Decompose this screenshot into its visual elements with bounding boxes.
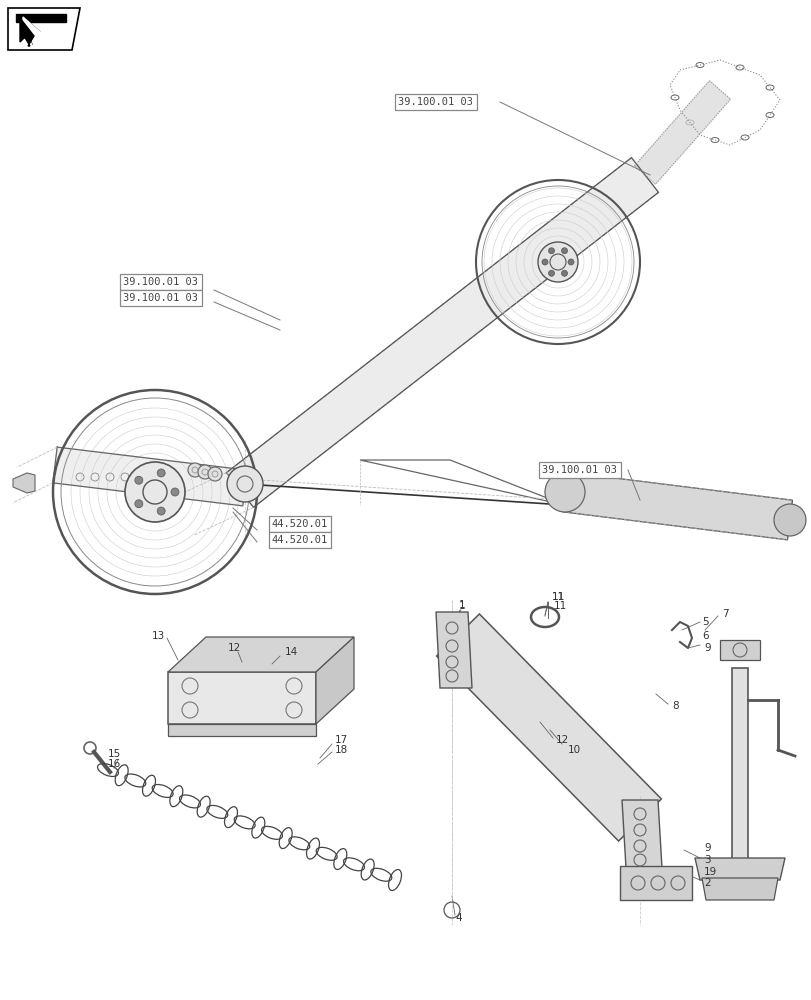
Polygon shape [16, 14, 66, 22]
Text: 10: 10 [568, 745, 581, 755]
Text: 44.520.01: 44.520.01 [272, 519, 328, 529]
Circle shape [538, 242, 577, 282]
Polygon shape [13, 473, 35, 493]
Text: 8: 8 [672, 701, 678, 711]
Text: 14: 14 [285, 647, 298, 657]
Text: 2: 2 [703, 878, 710, 888]
Text: 9: 9 [703, 643, 710, 653]
FancyBboxPatch shape [168, 672, 315, 724]
Text: 19: 19 [703, 867, 716, 877]
Polygon shape [436, 612, 471, 688]
Text: 13: 13 [152, 631, 165, 641]
Text: 44.520.01: 44.520.01 [272, 535, 328, 545]
Text: 7: 7 [721, 609, 727, 619]
Polygon shape [168, 637, 354, 672]
Circle shape [561, 270, 567, 276]
Text: 11: 11 [553, 601, 567, 611]
Polygon shape [694, 858, 784, 880]
Circle shape [135, 476, 143, 484]
Text: 12: 12 [228, 643, 241, 653]
Text: 9: 9 [703, 843, 710, 853]
Polygon shape [702, 878, 777, 900]
Polygon shape [621, 800, 661, 868]
Polygon shape [8, 8, 80, 50]
Circle shape [547, 248, 554, 254]
Text: 39.100.01 03: 39.100.01 03 [542, 465, 616, 475]
Text: 16: 16 [108, 759, 121, 769]
Circle shape [171, 488, 178, 496]
Text: 6: 6 [702, 631, 708, 641]
Circle shape [125, 462, 185, 522]
Text: 39.100.01 03: 39.100.01 03 [123, 277, 198, 287]
Text: 4: 4 [454, 913, 461, 923]
Text: 12: 12 [556, 735, 569, 745]
Circle shape [227, 466, 263, 502]
Circle shape [157, 507, 165, 515]
Circle shape [541, 259, 547, 265]
Text: 39.100.01 03: 39.100.01 03 [123, 293, 198, 303]
Circle shape [208, 467, 221, 481]
Polygon shape [620, 866, 691, 900]
Polygon shape [23, 17, 41, 45]
Text: 1: 1 [458, 600, 465, 610]
Polygon shape [226, 158, 658, 507]
Circle shape [561, 248, 567, 254]
Circle shape [547, 270, 554, 276]
Circle shape [198, 465, 212, 479]
Text: 1: 1 [458, 601, 465, 611]
Text: 5: 5 [702, 617, 708, 627]
Polygon shape [719, 640, 759, 660]
Circle shape [544, 472, 584, 512]
Text: 15: 15 [108, 749, 121, 759]
Polygon shape [633, 81, 730, 184]
Text: 17: 17 [335, 735, 348, 745]
Circle shape [157, 469, 165, 477]
Polygon shape [562, 472, 792, 540]
Text: 11: 11 [551, 592, 564, 602]
Text: 18: 18 [335, 745, 348, 755]
Polygon shape [436, 614, 661, 841]
Circle shape [188, 463, 202, 477]
Text: 11: 11 [551, 592, 564, 602]
Polygon shape [315, 637, 354, 724]
Circle shape [135, 500, 143, 508]
Polygon shape [22, 16, 40, 44]
Circle shape [773, 504, 805, 536]
Polygon shape [53, 447, 247, 506]
Text: 39.100.01 03: 39.100.01 03 [398, 97, 473, 107]
FancyBboxPatch shape [731, 668, 747, 868]
FancyBboxPatch shape [168, 724, 315, 736]
Polygon shape [20, 18, 34, 46]
Circle shape [568, 259, 573, 265]
Text: 3: 3 [703, 855, 710, 865]
